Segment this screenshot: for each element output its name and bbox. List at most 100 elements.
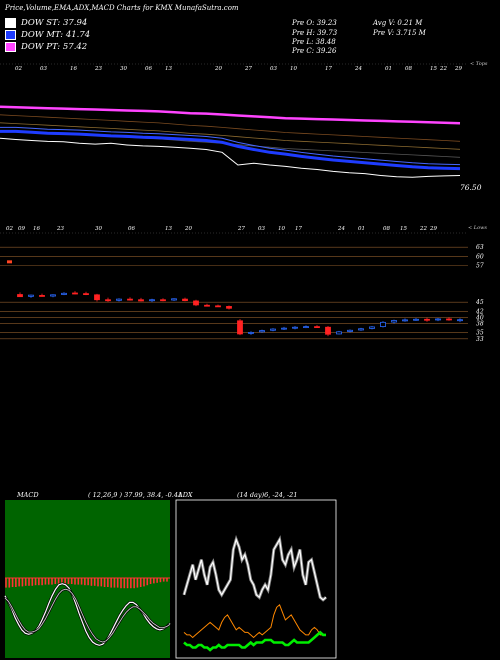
adx-params: (14 day)6, -24, -21 [237,491,298,499]
top-date-label: 01 [385,66,392,72]
legend-dow-st: DOW ST: 37.94 [5,18,87,28]
candle-body [215,305,221,308]
macd-params: ( 12,26,9 ) 37.99, 38.4, -0.41 [88,491,183,499]
legend-label-st: DOW ST: 37.94 [21,18,88,28]
lower-date-label: 29 [429,226,437,232]
top-date-label: 22 [439,66,447,72]
price-level-label: 33 [476,336,484,343]
candle-body [94,294,100,301]
price-level-label: 63 [476,244,484,251]
candle-body [292,326,298,329]
candle-body [17,294,23,298]
candle-body [72,292,78,295]
top-date-label: 13 [165,66,172,72]
lower-date-label: 24 [337,226,345,232]
lower-date-label: 08 [383,226,390,232]
candle-body [237,320,243,335]
top-date-label: 30 [120,66,127,72]
lower-date-label: 16 [33,226,40,232]
top-date-label: 02 [15,66,22,72]
legend-dow-mt: DOW MT: 41.74 [5,30,90,40]
lower-date-label: 30 [95,226,102,232]
top-date-label: 03 [270,66,277,72]
lower-date-label: 23 [56,226,64,232]
price-range-panel: 02 09 16 23 30 06 13 20 27 03 10 17 24 01 08 15 22 29 63 60… [0,226,484,343]
legend-swatch-st [5,18,16,28]
price-close-line [0,137,461,178]
lower-panel-corner-label: < Lows [468,225,487,231]
ema-mt-line [0,129,461,171]
price-level-label: 42 [475,308,484,315]
stat-avg-volume: Avg V: 0.21 M [373,19,423,27]
candle-body [413,318,419,321]
candle-body [402,319,408,322]
candle-body [314,326,320,329]
candle-body [369,326,375,329]
lower-date-label: 13 [165,226,172,232]
adx-frame [175,499,337,659]
top-date-label: 16 [70,66,77,72]
top-date-label: 17 [325,66,332,72]
candle-body [39,295,45,297]
adx-title: ADX [178,491,193,499]
lower-date-label: 03 [258,226,265,232]
legend-swatch-pt [5,42,16,52]
chart-title: Price,Volume,EMA,ADX,MACD Charts for KMX… [5,4,239,12]
candle-body [259,330,265,333]
price-level-label: 35 [476,330,484,337]
last-price-label: 76.50 [460,183,482,192]
lower-date-label: 10 [278,226,285,232]
lower-date-label: 22 [419,226,427,232]
candle-body [424,318,430,321]
candle-body [347,329,353,332]
top-date-label: 29 [454,66,462,72]
start-marker [7,260,12,264]
legend-label-mt: DOW MT: 41.74 [21,30,91,40]
candle-body [105,299,111,302]
candle-body [336,331,342,335]
candle-body [303,326,309,329]
candle-body [160,299,166,302]
price-level-label: 38 [476,321,484,328]
ema-pt-line [0,105,461,125]
candle-body [61,292,67,295]
candle-body [193,300,199,306]
candle-body [204,304,210,307]
stat-prev-volume: Pre V: 3.715 M [373,29,426,37]
macd-signal-line [4,588,171,643]
stat-open: Pre O: 39.23 [292,19,337,27]
macd-panel [3,500,171,658]
lower-date-label: 15 [400,226,407,232]
candle-body [446,318,452,321]
lower-date-label: 06 [128,226,135,232]
top-date-label: 08 [405,66,412,72]
top-date-label: 10 [290,66,297,72]
price-level-label: 60 [476,253,484,260]
lower-date-label: 17 [295,226,302,232]
price-ema-panel: 02 03 16 23 30 06 13 20 27 03 10 17 24 01 08 15 22 29 76.5… [0,63,482,192]
price-level-label: 57 [476,263,484,270]
adx-plus-di-line [183,603,326,639]
top-date-label: 03 [40,66,47,72]
candle-body [435,318,441,321]
lower-date-label: 01 [358,226,365,232]
candle-body [28,294,34,297]
candle-body [226,306,232,309]
candle-body [457,319,463,322]
candle-body [281,327,287,330]
lower-date-label: 27 [237,226,245,232]
legend-swatch-mt [5,30,16,40]
top-date-label: 27 [244,66,252,72]
lower-date-label: 20 [184,226,192,232]
price-level-label: 45 [475,299,484,306]
legend-dow-pt: DOW PT: 57.42 [5,42,87,52]
ema-mt-upper-line [0,126,461,166]
candle-body [50,294,56,297]
candle-body [325,326,331,335]
adx-panel [175,499,337,659]
adx-line [183,537,327,601]
candle-body [182,298,188,302]
lower-date-label: 09 [18,226,25,232]
candle-body [83,293,89,296]
